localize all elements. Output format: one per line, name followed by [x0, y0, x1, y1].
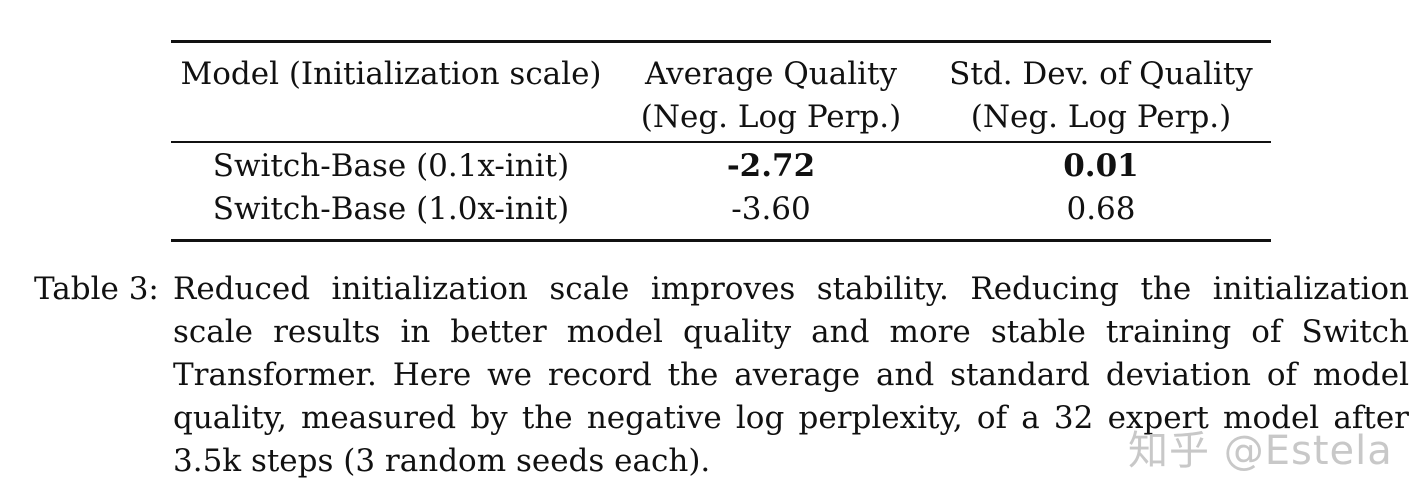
header-row-2: (Neg. Log Perp.) (Neg. Log Perp.) — [171, 96, 1271, 142]
results-table-container: Model (Initialization scale) Average Qua… — [171, 40, 1271, 242]
cell-average-quality: -3.60 — [731, 191, 811, 227]
cell-std-dev-quality: 0.68 — [1066, 191, 1136, 227]
header-average-quality-unit: (Neg. Log Perp.) — [640, 99, 902, 135]
results-table: Model (Initialization scale) Average Qua… — [171, 40, 1271, 242]
table-row: Switch-Base (0.1x-init) -2.72 0.01 — [171, 142, 1271, 188]
table-row: Switch-Base (1.0x-init) -3.60 0.68 — [171, 188, 1271, 241]
header-model-sub — [171, 96, 611, 142]
header-row-1: Model (Initialization scale) Average Qua… — [171, 41, 1271, 97]
header-std-dev-quality: Std. Dev. of Quality — [949, 56, 1253, 92]
caption-label: Table 3: — [34, 271, 159, 307]
header-std-dev-quality-unit: (Neg. Log Perp.) — [970, 99, 1232, 135]
header-model: Model (Initialization scale) — [180, 56, 602, 92]
watermark: 知乎 @Estela — [1128, 428, 1393, 474]
caption-text: Reduced initialization scale improves st… — [173, 271, 1409, 479]
cell-model: Switch-Base (1.0x-init) — [212, 191, 570, 227]
header-average-quality: Average Quality — [645, 56, 897, 92]
cell-average-quality: -2.72 — [726, 148, 816, 184]
cell-model: Switch-Base (0.1x-init) — [212, 148, 570, 184]
cell-std-dev-quality: 0.01 — [1063, 148, 1139, 184]
